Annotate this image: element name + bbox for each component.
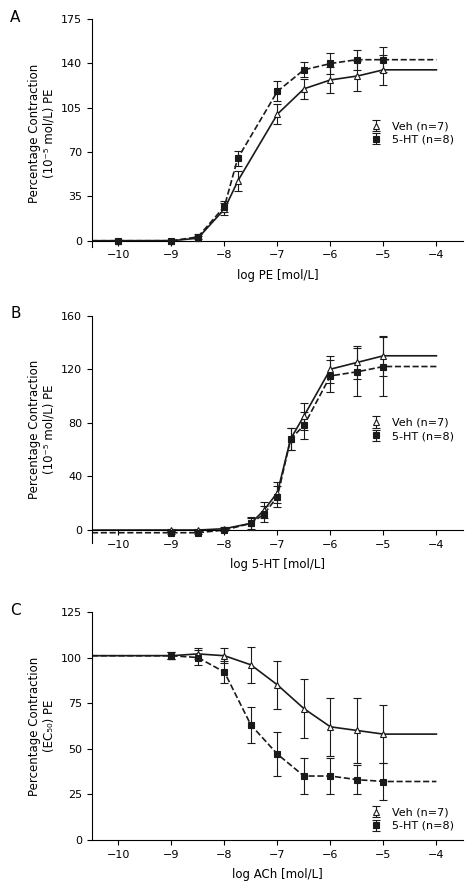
- X-axis label: log 5-HT [mol/L]: log 5-HT [mol/L]: [230, 558, 325, 571]
- X-axis label: log ACh [mol/L]: log ACh [mol/L]: [232, 868, 323, 881]
- Text: B: B: [10, 307, 21, 321]
- Y-axis label: Percentage Contraction
(10⁻⁵ mol/L) PE: Percentage Contraction (10⁻⁵ mol/L) PE: [27, 359, 55, 500]
- X-axis label: log PE [mol/L]: log PE [mol/L]: [237, 268, 318, 282]
- Legend: Veh (n=7), 5-HT (n=8): Veh (n=7), 5-HT (n=8): [362, 118, 457, 148]
- Legend: Veh (n=7), 5-HT (n=8): Veh (n=7), 5-HT (n=8): [362, 415, 457, 444]
- Text: A: A: [10, 10, 21, 25]
- Text: C: C: [10, 603, 21, 618]
- Y-axis label: Percentage Contraction
(10⁻⁵ mol/L) PE: Percentage Contraction (10⁻⁵ mol/L) PE: [27, 63, 55, 202]
- Y-axis label: Percentage Contraction
(EC₅₀) PE: Percentage Contraction (EC₅₀) PE: [27, 657, 55, 796]
- Legend: Veh (n=7), 5-HT (n=8): Veh (n=7), 5-HT (n=8): [362, 805, 457, 834]
